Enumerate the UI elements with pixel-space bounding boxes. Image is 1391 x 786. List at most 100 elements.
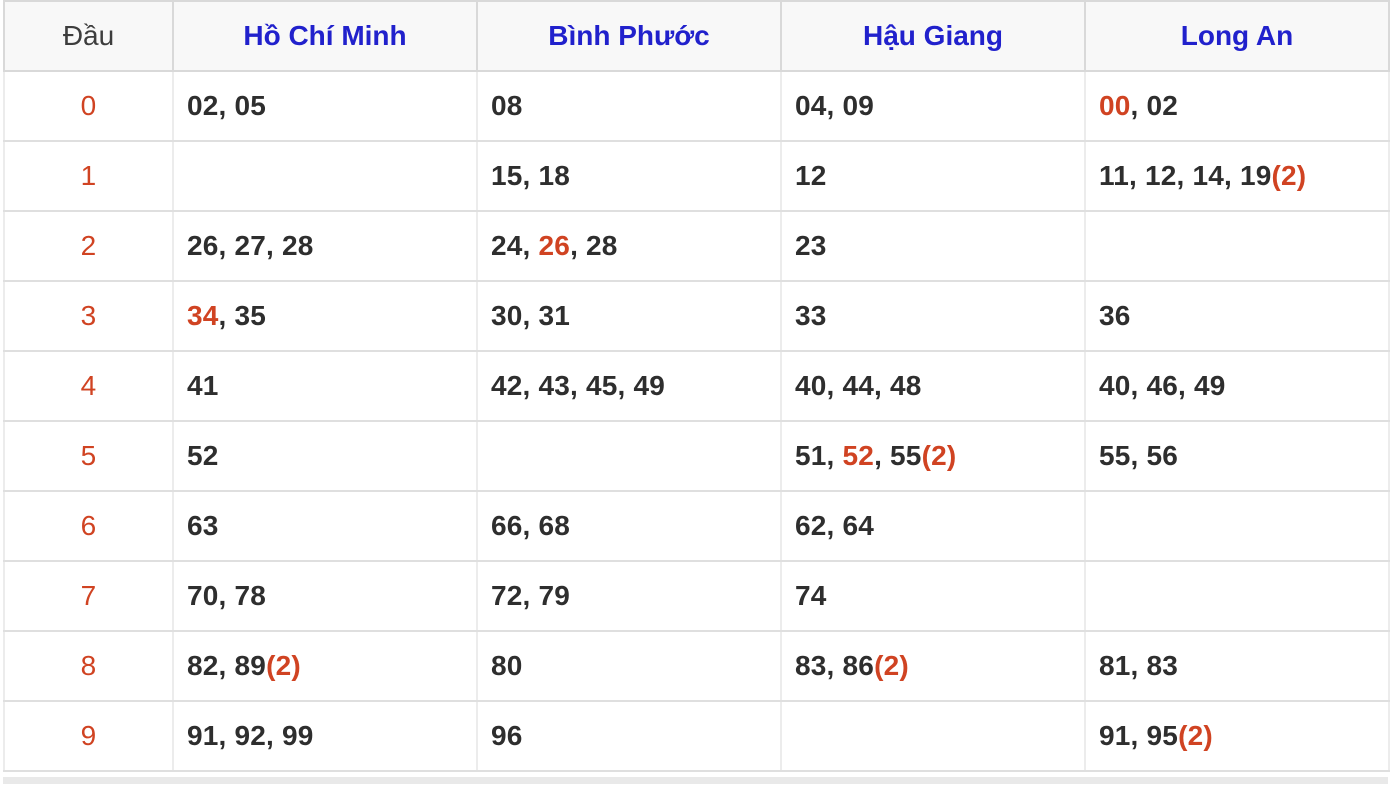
- number-segment-highlight: (2): [266, 650, 301, 681]
- table-row: 3 34, 35 30, 31 33 36: [3, 281, 1390, 352]
- number-segment: 40, 44, 48: [795, 370, 922, 401]
- head-digit-cell: 6: [3, 491, 174, 562]
- number-segment-highlight: (2): [874, 650, 909, 681]
- head-digit-cell: 3: [3, 281, 174, 352]
- table-header: Đầu Hồ Chí Minh Bình Phước Hậu Giang Long An: [3, 0, 1390, 72]
- numbers-cell: [780, 701, 1086, 772]
- number-segment: 66, 68: [491, 510, 571, 541]
- table-row: 7 70, 78 72, 79 74: [3, 561, 1390, 632]
- head-digit-cell: 8: [3, 631, 174, 702]
- number-segment-highlight: (2): [1271, 160, 1307, 191]
- number-segment: 91, 92, 99: [187, 720, 314, 751]
- numbers-cell: 24, 26, 28: [476, 211, 782, 282]
- table-row: 2 26, 27, 28 24, 26, 28 23: [3, 211, 1390, 282]
- number-segment: , 35: [218, 300, 267, 331]
- head-digit-cell: 1: [3, 141, 174, 212]
- numbers-cell: 80: [476, 631, 782, 702]
- next-section-strip: [3, 777, 1388, 784]
- numbers-cell: 42, 43, 45, 49: [476, 351, 782, 422]
- numbers-cell: 91, 95(2): [1084, 701, 1390, 772]
- number-segment: 11, 12, 14, 19: [1099, 160, 1272, 191]
- numbers-cell: 72, 79: [476, 561, 782, 632]
- numbers-cell: 23: [780, 211, 1086, 282]
- number-segment: 33: [795, 300, 827, 331]
- number-segment: 15, 18: [491, 160, 571, 191]
- numbers-cell: 81, 83: [1084, 631, 1390, 702]
- numbers-cell: 12: [780, 141, 1086, 212]
- numbers-cell: 30, 31: [476, 281, 782, 352]
- number-segment: 23: [795, 230, 827, 261]
- number-segment: , 55: [874, 440, 922, 471]
- numbers-cell: 15, 18: [476, 141, 782, 212]
- numbers-cell: [1084, 561, 1390, 632]
- table-body: 0 02, 05 08 04, 09 00, 02 1 15, 18 12 11, 12, 14…: [3, 71, 1390, 772]
- number-segment: 83, 86: [795, 650, 875, 681]
- number-segment: , 02: [1130, 90, 1179, 121]
- head-digit-cell: 9: [3, 701, 174, 772]
- numbers-cell: 04, 09: [780, 71, 1086, 142]
- numbers-cell: 02, 05: [172, 71, 478, 142]
- numbers-cell: 11, 12, 14, 19(2): [1084, 141, 1390, 212]
- column-header-3: Hậu Giang: [780, 0, 1086, 72]
- numbers-cell: 70, 78: [172, 561, 478, 632]
- number-segment: , 28: [570, 230, 618, 261]
- numbers-cell: 40, 46, 49: [1084, 351, 1390, 422]
- number-segment: 24,: [491, 230, 539, 261]
- numbers-cell: 74: [780, 561, 1086, 632]
- table-row: 1 15, 18 12 11, 12, 14, 19(2): [3, 141, 1390, 212]
- number-segment: 02, 05: [187, 90, 267, 121]
- numbers-cell: 83, 86(2): [780, 631, 1086, 702]
- numbers-cell: [476, 421, 782, 492]
- number-segment: 70, 78: [187, 580, 267, 611]
- head-digit-cell: 5: [3, 421, 174, 492]
- head-digit-cell: 7: [3, 561, 174, 632]
- table-row: 9 91, 92, 99 96 91, 95(2): [3, 701, 1390, 772]
- numbers-cell: 62, 64: [780, 491, 1086, 562]
- table-row: 6 63 66, 68 62, 64: [3, 491, 1390, 562]
- numbers-cell: 55, 56: [1084, 421, 1390, 492]
- table-row: 8 82, 89(2) 80 83, 86(2) 81, 83: [3, 631, 1390, 702]
- numbers-cell: 34, 35: [172, 281, 478, 352]
- head-digit-cell: 0: [3, 71, 174, 142]
- number-segment: 12: [795, 160, 827, 191]
- number-segment: 08: [491, 90, 523, 121]
- table-row: 4 41 42, 43, 45, 49 40, 44, 48 40, 46, 49: [3, 351, 1390, 422]
- header-row: Đầu Hồ Chí Minh Bình Phước Hậu Giang Long An: [3, 0, 1390, 72]
- number-segment: 41: [187, 370, 219, 401]
- number-segment-highlight: 26: [538, 230, 571, 261]
- number-segment: 81, 83: [1099, 650, 1179, 681]
- numbers-cell: 52: [172, 421, 478, 492]
- number-segment: 42, 43, 45, 49: [491, 370, 666, 401]
- number-segment: 96: [491, 720, 523, 751]
- number-segment: 80: [491, 650, 523, 681]
- number-segment: 40, 46, 49: [1099, 370, 1226, 401]
- number-segment: 72, 79: [491, 580, 571, 611]
- numbers-cell: 08: [476, 71, 782, 142]
- numbers-cell: 41: [172, 351, 478, 422]
- numbers-cell: 51, 52, 55(2): [780, 421, 1086, 492]
- number-segment-highlight: (2): [921, 440, 957, 471]
- numbers-cell: 36: [1084, 281, 1390, 352]
- numbers-cell: [1084, 491, 1390, 562]
- table-row: 0 02, 05 08 04, 09 00, 02: [3, 71, 1390, 142]
- number-segment: 82, 89: [187, 650, 267, 681]
- numbers-cell: 40, 44, 48: [780, 351, 1086, 422]
- number-segment: 04, 09: [795, 90, 875, 121]
- number-segment-highlight: (2): [1178, 720, 1213, 751]
- number-segment: 30, 31: [491, 300, 571, 331]
- number-segment-highlight: 52: [842, 440, 875, 471]
- column-header-digit: Đầu: [3, 0, 174, 72]
- number-segment-highlight: 00: [1099, 90, 1131, 121]
- number-segment-highlight: 34: [187, 300, 219, 331]
- number-segment: 51,: [795, 440, 843, 471]
- lottery-head-stats-table: Đầu Hồ Chí Minh Bình Phước Hậu Giang Long An…: [3, 0, 1390, 772]
- number-segment: 26, 27, 28: [187, 230, 314, 261]
- numbers-cell: 26, 27, 28: [172, 211, 478, 282]
- numbers-cell: 63: [172, 491, 478, 562]
- column-header-1: Hồ Chí Minh: [172, 0, 478, 72]
- number-segment: 55, 56: [1099, 440, 1179, 471]
- column-header-4: Long An: [1084, 0, 1390, 72]
- numbers-cell: 66, 68: [476, 491, 782, 562]
- column-header-2: Bình Phước: [476, 0, 782, 72]
